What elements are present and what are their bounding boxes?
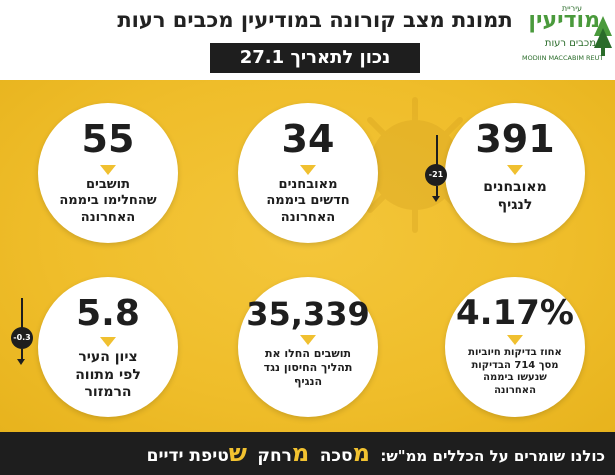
delta-line bbox=[436, 135, 438, 165]
logo-english-name: MODIIN MACCABIM REUT bbox=[522, 54, 604, 62]
logo-subtitle: מכבים רעות bbox=[544, 38, 596, 49]
stat-value: 5.8 bbox=[76, 293, 140, 334]
delta-line bbox=[21, 298, 23, 328]
stat-card-traffic-light-score: 5.8 ציון העיר לפי מתווה הרמזור bbox=[38, 277, 178, 417]
stat-label: אחוז בדיקות חיוביות מסך 714 הבדיקות שנעש… bbox=[468, 347, 562, 396]
stat-value: 34 bbox=[281, 117, 335, 161]
stat-value: 35,339 bbox=[246, 295, 370, 333]
stat-label: תושבים החלו את תהליך החיסון נגד הנגיף bbox=[263, 347, 353, 388]
stat-card-new-cases: 34 מאובחנים חדשים ביממה האחרונה bbox=[238, 103, 378, 243]
footer-bar: כולנו שומרים על הכללים ממ"ש: מסכה מרחק ש… bbox=[0, 432, 615, 475]
stat-label: מאובחנים חדשים ביממה האחרונה bbox=[266, 177, 350, 225]
city-logo: עיריית מודיעין מכבים רעות MODIIN MACCABI… bbox=[522, 4, 612, 76]
pointer-triangle-icon bbox=[507, 165, 523, 175]
header: תמונת מצב קורונה במודיעין מכבים רעות נכו… bbox=[0, 0, 615, 80]
rule-handwash-text: טיפת ידיים bbox=[146, 446, 229, 466]
rule-distance-text: רחק bbox=[257, 446, 292, 466]
pointer-triangle-icon bbox=[100, 337, 116, 347]
rule-mask-letter: מ bbox=[352, 439, 370, 467]
pointer-triangle-icon bbox=[100, 165, 116, 175]
rule-handwash-letter: ש bbox=[228, 439, 247, 467]
rule-mask-text: סכה bbox=[319, 446, 353, 466]
stat-value: 391 bbox=[475, 117, 555, 161]
logo-emblem-icon bbox=[594, 16, 612, 56]
pointer-triangle-icon bbox=[300, 335, 316, 345]
delta-line bbox=[21, 349, 23, 359]
page-title: תמונת מצב קורונה במודיעין מכבים רעות bbox=[117, 8, 513, 32]
logo-small-text: עיריית bbox=[561, 4, 582, 13]
delta-line bbox=[436, 186, 438, 196]
stat-card-confirmed-cases: 391 מאובחנים לנגיף bbox=[445, 103, 585, 243]
stat-value: 55 bbox=[81, 117, 135, 161]
stat-card-positive-rate: 4.17% אחוז בדיקות חיוביות מסך 714 הבדיקו… bbox=[445, 277, 585, 417]
delta-badge: -0.3 bbox=[11, 327, 33, 349]
arrow-down-icon bbox=[432, 196, 440, 202]
stats-panel: 391 מאובחנים לנגיף -21 34 מאובחנים חדשים… bbox=[0, 80, 615, 432]
stat-label: ציון העיר לפי מתווה הרמזור bbox=[75, 349, 141, 400]
stat-card-recovered: 55 תושבים שהחלימו ביממה האחרונה bbox=[38, 103, 178, 243]
logo-city-name: מודיעין bbox=[528, 8, 600, 33]
rule-distance-letter: מ bbox=[291, 439, 310, 467]
arrow-down-icon bbox=[17, 359, 25, 365]
stat-card-vaccinated: 35,339 תושבים החלו את תהליך החיסון נגד ה… bbox=[238, 277, 378, 417]
footer-lead: כולנו שומרים על הכללים ממ"ש: bbox=[380, 447, 605, 465]
delta-badge: -21 bbox=[425, 164, 447, 186]
date-badge: נכון לתאריך 27.1 bbox=[210, 43, 420, 73]
stat-value: 4.17% bbox=[456, 293, 574, 333]
pointer-triangle-icon bbox=[507, 335, 523, 345]
stat-label: תושבים שהחלימו ביממה האחרונה bbox=[59, 177, 157, 225]
footer-rules: כולנו שומרים על הכללים ממ"ש: מסכה מרחק ש… bbox=[147, 432, 605, 475]
stat-label: מאובחנים לנגיף bbox=[483, 179, 547, 213]
virus-background-icon bbox=[347, 97, 483, 233]
pointer-triangle-icon bbox=[300, 165, 316, 175]
